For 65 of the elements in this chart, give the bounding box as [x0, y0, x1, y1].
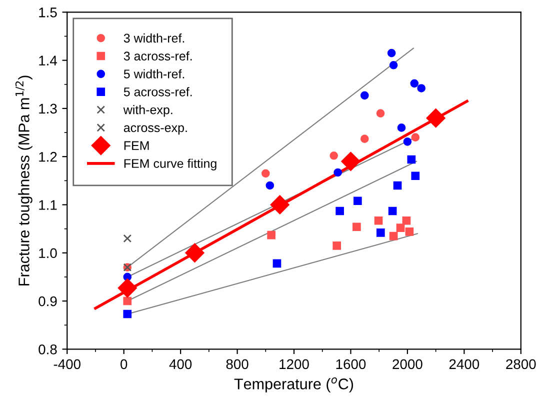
- point: [393, 181, 402, 190]
- point: [403, 138, 412, 146]
- point: [387, 48, 396, 58]
- point: [376, 228, 385, 237]
- legend-label: 3 width-ref.: [124, 33, 184, 43]
- point: [185, 243, 204, 262]
- point: [334, 168, 342, 177]
- point: [272, 259, 282, 268]
- point: [360, 134, 369, 143]
- point: [417, 84, 426, 92]
- y-tick-label: 1.0: [39, 248, 57, 258]
- point: [407, 155, 416, 164]
- point: [360, 91, 369, 100]
- x-tick-label: 2400: [449, 359, 480, 370]
- x-tick-label: 2000: [392, 359, 422, 370]
- legend-label: with-exp.: [123, 105, 172, 117]
- point: [330, 151, 338, 160]
- y-tick-label: 0.8: [38, 344, 57, 354]
- point: [123, 310, 132, 318]
- point: [389, 60, 398, 70]
- legend-label: 3 across-ref.: [124, 51, 192, 61]
- x-tick-label: 800: [226, 359, 248, 370]
- y-tick-label: 1.4: [39, 56, 57, 66]
- legend-label: 5 width-ref.: [124, 69, 184, 78]
- point: [411, 172, 420, 180]
- y-tick-label: 0.9: [38, 296, 57, 306]
- x-tick-label: 1200: [280, 359, 309, 370]
- point: [261, 169, 270, 178]
- point: [341, 152, 360, 171]
- point: [336, 206, 344, 216]
- point: [388, 206, 397, 216]
- point: [389, 232, 398, 240]
- point: [402, 216, 411, 225]
- legend-label: across-exp.: [124, 125, 187, 135]
- y-tick-label: 1.3: [39, 104, 57, 114]
- point: [405, 228, 414, 236]
- point: [266, 181, 274, 190]
- point: [123, 296, 132, 306]
- y-tick-label: 1.5: [39, 8, 57, 18]
- y-tick-label: 1.2: [39, 152, 57, 162]
- point: [354, 196, 362, 206]
- x-tick-label: 1600: [336, 359, 366, 370]
- point: [118, 278, 137, 298]
- legend-label: FEM curve fitting: [124, 158, 216, 170]
- point: [123, 234, 132, 243]
- y-tick-label: 1.1: [39, 200, 57, 210]
- point: [426, 108, 446, 128]
- point: [410, 79, 419, 88]
- point: [411, 133, 420, 142]
- x-tick-label: 2800: [506, 359, 536, 370]
- point: [270, 195, 290, 214]
- point: [397, 124, 406, 132]
- y-axis-title: Fracture toughness (MPa m$^{1/2}$): [15, 76, 32, 286]
- point: [396, 224, 405, 232]
- legend-label: 5 across-ref.: [124, 87, 192, 96]
- point: [376, 109, 385, 118]
- point: [267, 230, 276, 240]
- x-tick-label: 0: [120, 359, 128, 370]
- x-tick-label: -400: [54, 359, 80, 370]
- point: [332, 241, 341, 250]
- point: [352, 222, 361, 232]
- legend-label: FEM: [124, 141, 149, 150]
- x-tick-label: 400: [169, 359, 192, 370]
- x-axis-title: Temperature ($^{o}$C): [234, 377, 354, 392]
- point: [374, 216, 383, 225]
